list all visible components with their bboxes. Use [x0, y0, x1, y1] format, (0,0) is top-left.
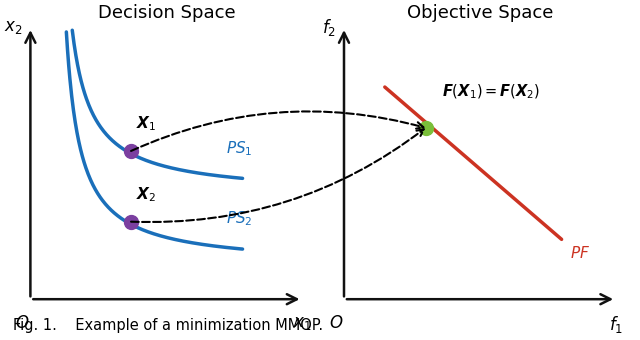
Text: $x_2$: $x_2$ [4, 18, 22, 36]
Text: $f_1$: $f_1$ [609, 314, 623, 335]
Text: Fig. 1.    Example of a minimization MMOP.: Fig. 1. Example of a minimization MMOP. [13, 318, 323, 333]
Text: $\boldsymbol{X}_1$: $\boldsymbol{X}_1$ [136, 115, 157, 133]
Text: Decision Space: Decision Space [97, 4, 236, 22]
Text: Objective Space: Objective Space [407, 4, 553, 22]
Text: $O$: $O$ [328, 314, 343, 332]
Text: $\boldsymbol{X}_2$: $\boldsymbol{X}_2$ [136, 185, 157, 204]
Text: $\boldsymbol{F}(\boldsymbol{X}_1) = \boldsymbol{F}(\boldsymbol{X}_2)$: $\boldsymbol{F}(\boldsymbol{X}_1) = \bol… [442, 82, 540, 101]
Text: $\mathit{PS}_1$: $\mathit{PS}_1$ [227, 139, 253, 158]
Text: $O$: $O$ [15, 314, 29, 332]
Text: $x_1$: $x_1$ [293, 314, 312, 332]
Text: $\boldsymbol{\mathit{PF}}$: $\boldsymbol{\mathit{PF}}$ [570, 245, 590, 261]
Text: $f_2$: $f_2$ [322, 17, 336, 38]
Text: $\mathit{PS}_2$: $\mathit{PS}_2$ [227, 209, 253, 228]
